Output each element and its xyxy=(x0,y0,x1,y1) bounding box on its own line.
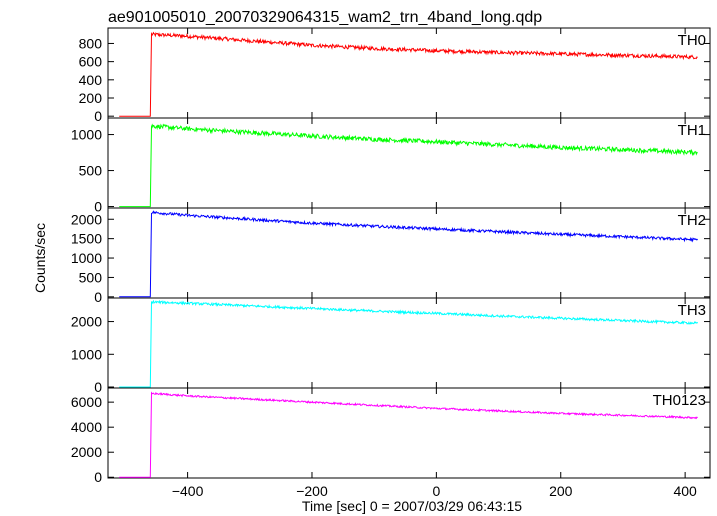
y-tick-label: 1000 xyxy=(71,250,102,266)
panel-th0123: 0 2000 4000 6000 TH0123 xyxy=(71,387,711,485)
panel-frame xyxy=(107,117,711,209)
panel-th1: 0 500 1000 TH1 xyxy=(71,117,711,215)
panel-frame xyxy=(107,27,711,119)
y-tick-label: 2000 xyxy=(71,314,102,330)
y-tick-label: 1000 xyxy=(71,127,102,143)
series-line-th2 xyxy=(119,210,698,298)
panel-label: TH3 xyxy=(678,302,706,319)
y-tick-label: 400 xyxy=(79,72,103,88)
series-line-th0123 xyxy=(119,391,698,478)
y-tick-label: 800 xyxy=(79,35,103,51)
x-axis-label: Time [sec] 0 = 2007/03/29 06:43:15 xyxy=(302,498,522,514)
y-tick-label: 1000 xyxy=(71,346,102,362)
y-tick-label: 0 xyxy=(94,108,102,124)
y-tick-label: 500 xyxy=(79,163,103,179)
panel-frame xyxy=(107,207,711,299)
y-tick-label: 2000 xyxy=(71,444,102,460)
y-tick-label: 4000 xyxy=(71,419,102,435)
y-tick-label: 0 xyxy=(94,199,102,215)
x-tick-label: 400 xyxy=(673,483,697,499)
y-tick-label: 600 xyxy=(79,54,103,70)
x-tick-label: 0 xyxy=(432,483,440,499)
y-tick-label: 6000 xyxy=(71,394,102,410)
y-tick-label: 0 xyxy=(94,379,102,395)
panel-th0: 0 200 400 600 800 TH0 xyxy=(79,27,711,124)
x-tick-label: 200 xyxy=(549,483,573,499)
x-tick-label: −200 xyxy=(296,483,328,499)
y-tick-label: 0 xyxy=(94,469,102,485)
figure-title: ae901005010_20070329064315_wam2_trn_4ban… xyxy=(108,9,542,26)
panel-label: TH0 xyxy=(678,32,706,49)
panel-th3: 0 1000 2000 TH3 xyxy=(71,297,711,395)
panel-label: TH2 xyxy=(678,212,706,229)
y-tick-label: 2000 xyxy=(71,211,102,227)
y-tick-label: 500 xyxy=(79,269,103,285)
panel-stack: 0 200 400 600 800 TH0 0 500 1000 TH1 0 500 1000 1500 2… xyxy=(71,27,711,499)
panel-label: TH0123 xyxy=(653,392,706,409)
y-axis-label: Counts/sec xyxy=(32,223,48,293)
y-tick-label: 0 xyxy=(94,289,102,305)
y-tick-label: 200 xyxy=(79,90,103,106)
series-line-th3 xyxy=(119,299,698,388)
y-tick-label: 1500 xyxy=(71,231,102,247)
panel-label: TH1 xyxy=(678,122,706,139)
x-tick-label: −400 xyxy=(172,483,204,499)
panel-th2: 0 500 1000 1500 2000 TH2 xyxy=(71,207,711,305)
panel-frame xyxy=(107,387,711,479)
series-line-th0 xyxy=(119,31,698,117)
series-line-th1 xyxy=(119,123,698,208)
